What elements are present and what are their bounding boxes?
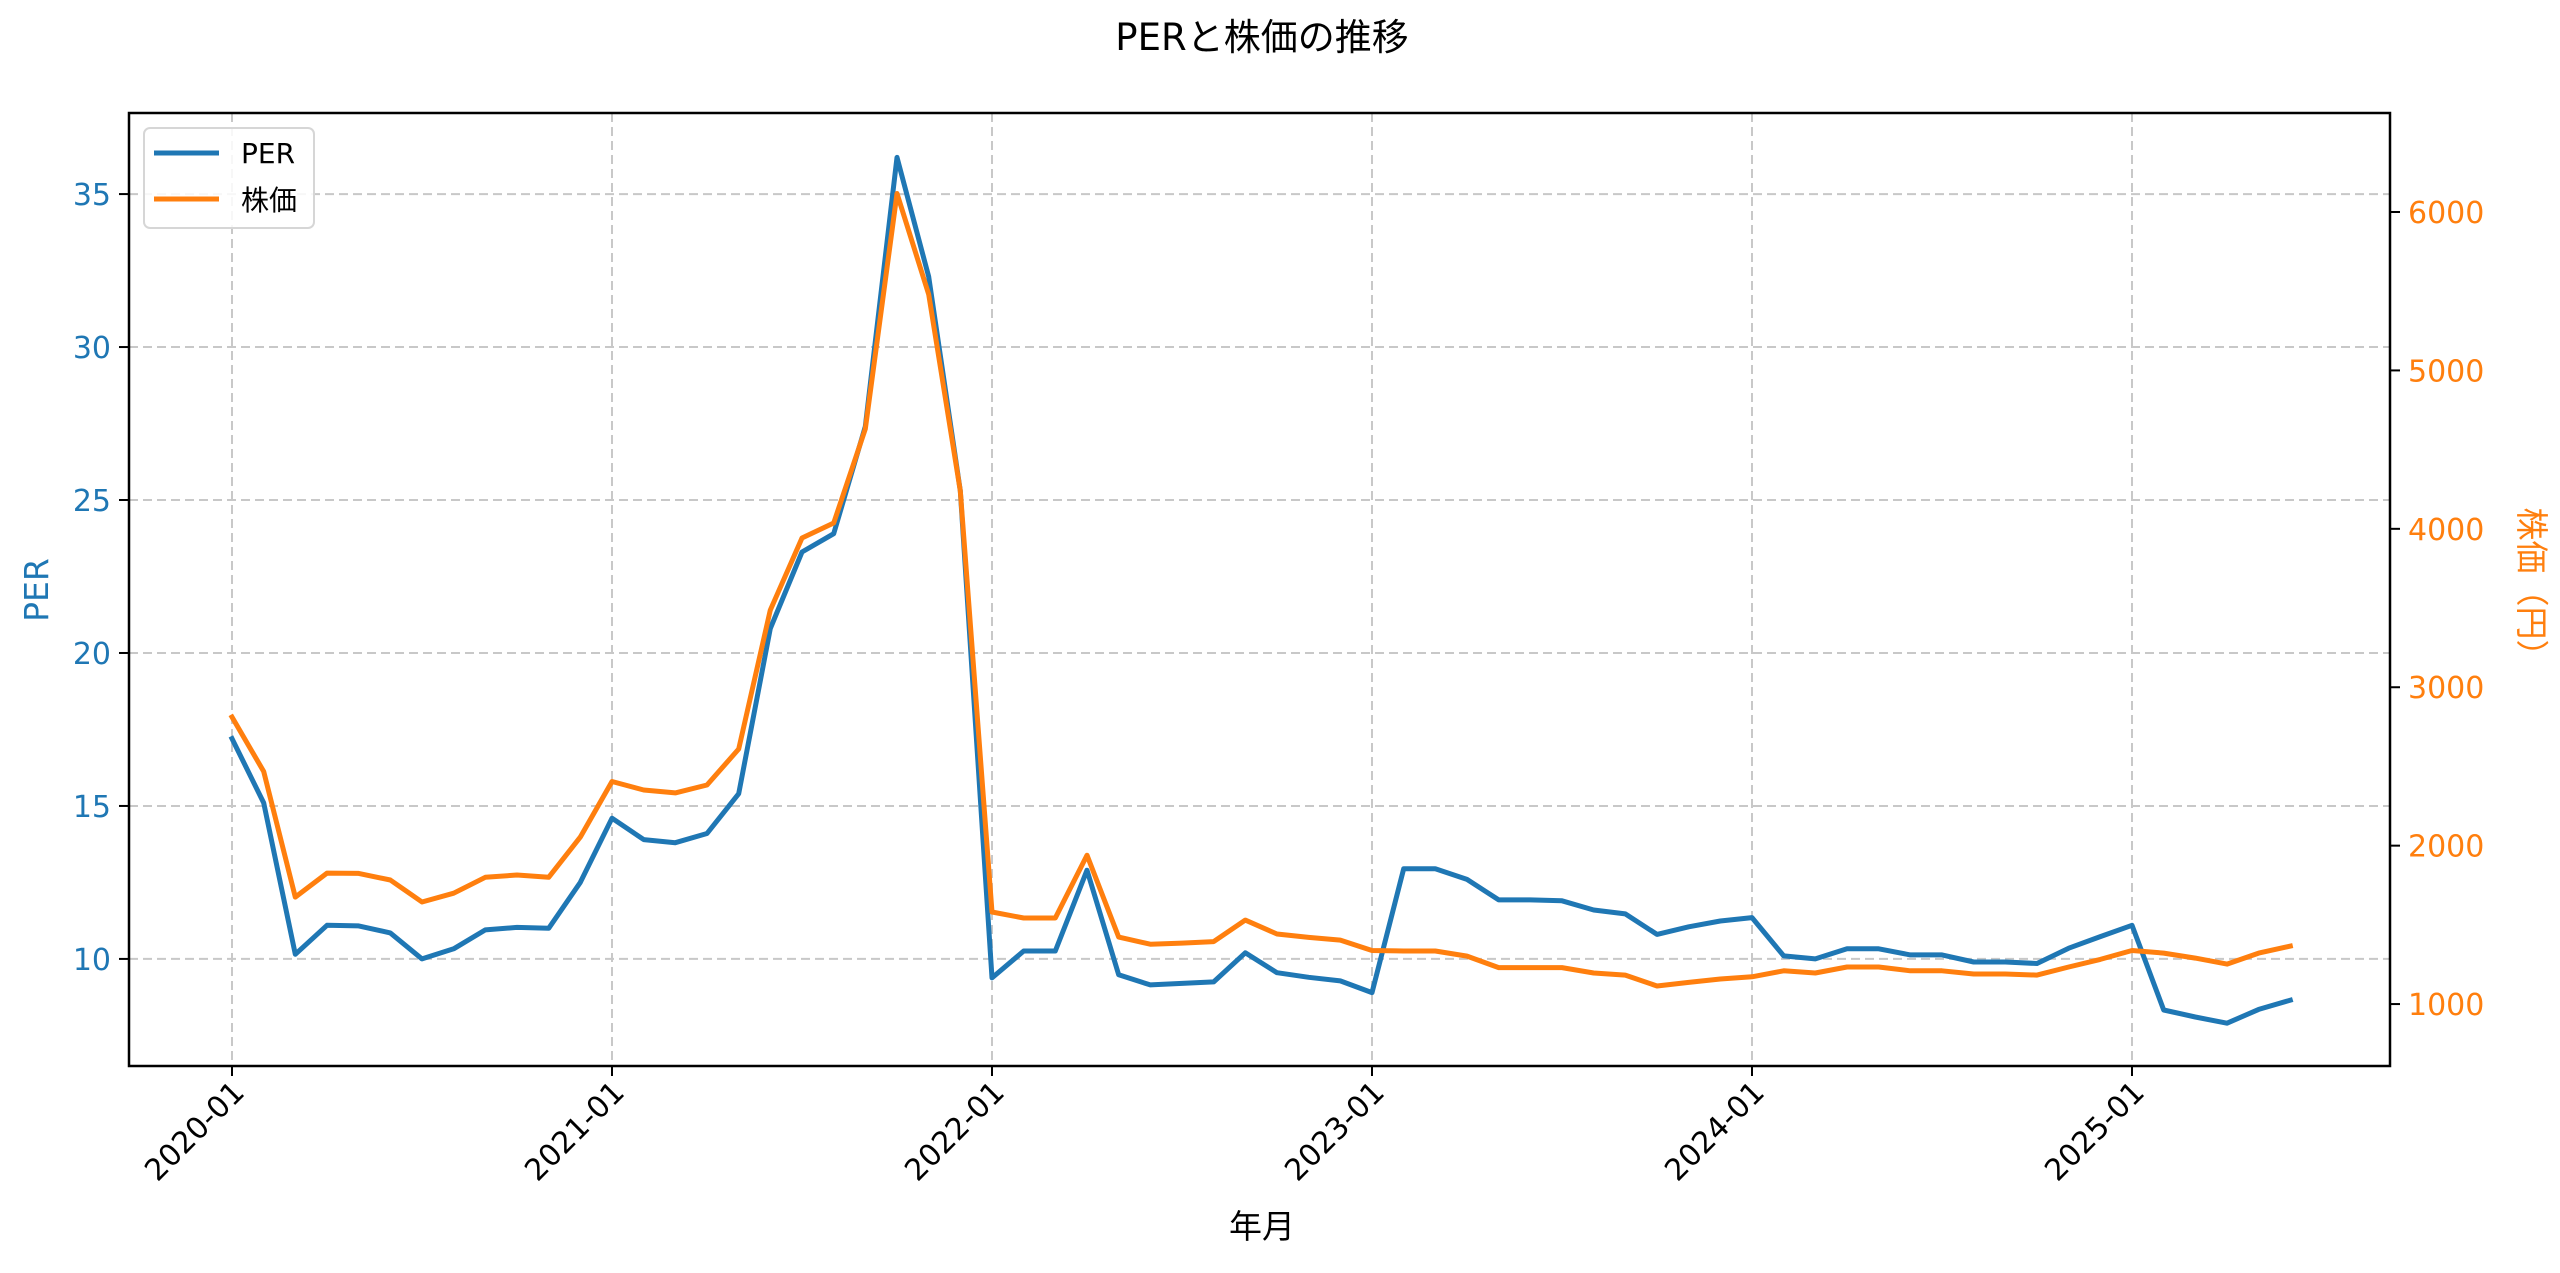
price-line (228, 191, 2294, 989)
grid-lines (129, 113, 2390, 1066)
x-tick-label: 2025-01 (2038, 1075, 2151, 1188)
y-tick-label-left: 25 (73, 484, 111, 519)
legend-label-per: PER (241, 137, 295, 170)
plot-frame (127, 111, 2392, 1068)
x-axis: 2020-01 2021-01 2022-01 2023-01 2024-01 2025-… (138, 1066, 2152, 1188)
y-tick-label-right: 3000 (2408, 671, 2484, 706)
x-tick-label: 2024-01 (1658, 1075, 1771, 1188)
legend: PER 株価 (143, 127, 315, 229)
x-axis-label: 年月 (1229, 1207, 1295, 1246)
data-series (228, 154, 2294, 1026)
y-tick-label-left: 15 (73, 790, 111, 825)
y-tick-label-right: 6000 (2408, 196, 2484, 231)
y-axis-label-right: 株価（円） (2512, 508, 2551, 673)
x-tick-label: 2021-01 (518, 1075, 631, 1188)
y-tick-label-left: 35 (73, 178, 111, 213)
y-axis-label-left: PER (17, 558, 56, 622)
x-tick-label: 2020-01 (138, 1075, 251, 1188)
y-tick-label-right: 5000 (2408, 354, 2484, 389)
chart-title: PERと株価の推移 (1115, 16, 1408, 59)
left-y-axis: 10 15 20 25 30 35 (73, 178, 129, 978)
y-tick-label-right: 2000 (2408, 830, 2484, 865)
x-tick-label: 2022-01 (898, 1075, 1011, 1188)
per-line (228, 154, 2294, 1026)
y-tick-label-left: 10 (73, 943, 111, 978)
x-tick-label: 2023-01 (1278, 1075, 1391, 1188)
y-tick-label-right: 4000 (2408, 513, 2484, 548)
y-tick-label-right: 1000 (2408, 988, 2484, 1023)
y-tick-label-left: 20 (73, 637, 111, 672)
y-tick-label-left: 30 (73, 331, 111, 366)
right-y-axis: 1000 2000 3000 4000 5000 6000 (2390, 196, 2484, 1023)
legend-label-price: 株価 (241, 184, 297, 217)
